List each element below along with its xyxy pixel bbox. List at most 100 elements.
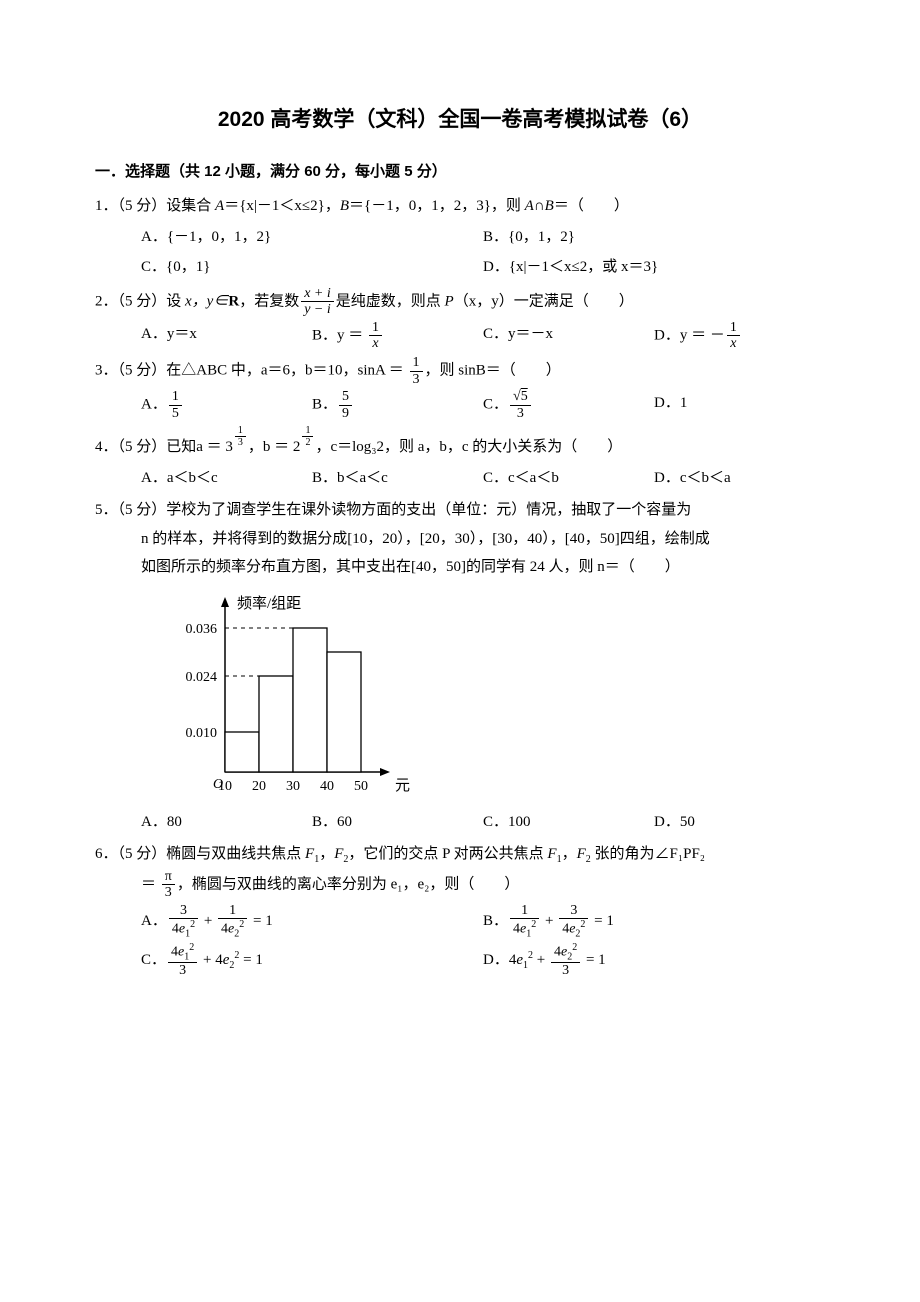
q5-opt-b[interactable]: B．60 xyxy=(312,808,483,837)
text: ∩ xyxy=(534,198,545,214)
q4-opt-b[interactable]: B．b＜a＜c xyxy=(312,464,483,493)
text: 6．（5 分）椭圆与双曲线共焦点 xyxy=(95,846,305,862)
text: ＝（ ） xyxy=(554,198,629,214)
histogram-svg: 0.0100.0240.0361020304050O频率/组距元 xyxy=(155,592,415,802)
text: 2．（5 分）设 xyxy=(95,293,185,309)
var-A2: A xyxy=(525,198,534,214)
q5-line2: n 的样本，并将得到的数据分成[10，20），[20，30），[30，40），[… xyxy=(95,525,825,554)
q6-opt-a[interactable]: A．34e12 + 14e22 = 1 xyxy=(141,903,483,940)
fraction-icon: 34e22 xyxy=(559,903,588,940)
fraction-icon: 14e22 xyxy=(218,903,247,940)
question-3: 3．（5 分）在△ABC 中，a＝6，b＝10，sinA ＝ 13，则 sinB… xyxy=(95,355,825,421)
fraction-icon: √53 xyxy=(510,389,531,421)
text: ，它们的交点 P 对两公共焦点 xyxy=(348,846,547,862)
text: A． xyxy=(141,913,167,929)
q6-opt-c[interactable]: C．4e123 + 4e22 = 1 xyxy=(141,942,483,979)
q6-line1: 6．（5 分）椭圆与双曲线共焦点 F1，F2，它们的交点 P 对两公共焦点 F1… xyxy=(95,840,825,869)
fraction-icon: 4e123 xyxy=(168,942,197,979)
q3-opt-a[interactable]: A．15 xyxy=(141,389,312,421)
text: B． xyxy=(312,397,337,413)
exp-frac-icon: 13 xyxy=(235,425,246,448)
text: D．y ＝ － xyxy=(654,327,725,343)
q4-opt-d[interactable]: D．c＜b＜a xyxy=(654,464,825,493)
q6-opt-d[interactable]: D．4e12 + 4e223 = 1 xyxy=(483,942,825,979)
text: ＝ xyxy=(141,876,160,892)
vars: x，y∈R xyxy=(185,293,239,309)
q1-opt-a[interactable]: A．{－1，0，1，2} xyxy=(141,223,483,252)
q2-opt-c[interactable]: C．y＝－x xyxy=(483,320,654,352)
foci: F xyxy=(305,846,314,862)
question-1: 1．（5 分）设集合 A＝{x|－1＜x≤2}，B＝{－1，0，1，2，3}，则… xyxy=(95,192,825,282)
text: （x，y）一定满足（ ） xyxy=(454,293,634,309)
q2-opt-a[interactable]: A．y＝x xyxy=(141,320,312,352)
histogram-chart: 0.0100.0240.0361020304050O频率/组距元 xyxy=(95,592,825,802)
fraction-icon: 59 xyxy=(339,389,352,421)
question-2: 2．（5 分）设 x，y∈R，若复数x + iy − i是纯虚数，则点 P（x，… xyxy=(95,286,825,352)
svg-text:频率/组距: 频率/组距 xyxy=(237,595,301,612)
svg-text:0.024: 0.024 xyxy=(186,670,218,685)
q1-opt-b[interactable]: B．{0，1，2} xyxy=(483,223,825,252)
text: 1．（5 分）设集合 xyxy=(95,198,215,214)
q1-opt-c[interactable]: C．{0，1} xyxy=(141,253,483,282)
var-A: A xyxy=(215,198,224,214)
text: C． xyxy=(483,397,508,413)
fraction-icon: 4e223 xyxy=(551,942,580,979)
q5-opt-c[interactable]: C．100 xyxy=(483,808,654,837)
q5-line1: 5．（5 分）学校为了调查学生在课外读物方面的支出（单位：元）情况，抽取了一个容… xyxy=(95,496,825,525)
q3-opt-c[interactable]: C．√53 xyxy=(483,389,654,421)
q5-opt-d[interactable]: D．50 xyxy=(654,808,825,837)
q2-opt-d[interactable]: D．y ＝ －1x xyxy=(654,320,825,352)
var-P: P xyxy=(445,293,454,309)
var-B2: B xyxy=(545,198,554,214)
fraction-icon: 1x xyxy=(727,320,740,352)
text: 是纯虚数，则点 xyxy=(336,293,445,309)
q4-opt-c[interactable]: C．c＜a＜b xyxy=(483,464,654,493)
fraction-icon: 34e12 xyxy=(169,903,198,940)
section-heading: 一．选择题（共 12 小题，满分 60 分，每小题 5 分） xyxy=(95,158,825,187)
q3-stem: 3．（5 分）在△ABC 中，a＝6，b＝10，sinA ＝ 13，则 sinB… xyxy=(95,355,825,387)
q1-stem: 1．（5 分）设集合 A＝{x|－1＜x≤2}，B＝{－1，0，1，2，3}，则… xyxy=(95,192,825,221)
q2-opt-b[interactable]: B．y ＝ 1x xyxy=(312,320,483,352)
text: D． xyxy=(483,952,509,968)
q6-opt-b[interactable]: B．14e12 + 34e22 = 1 xyxy=(483,903,825,940)
question-4: 4．（5 分）已知a ＝ 313，b ＝ 212，c＝log₃2，则 a，b，c… xyxy=(95,425,825,492)
svg-text:20: 20 xyxy=(252,779,266,794)
text: 张的角为∠F₁PF₂ xyxy=(591,846,705,862)
text: ，若复数 xyxy=(239,293,299,309)
fraction-icon: π3 xyxy=(162,869,175,901)
svg-text:0.010: 0.010 xyxy=(186,726,218,741)
fraction-icon: 15 xyxy=(169,389,182,421)
text: ，c＝log₃2，则 a，b，c 的大小关系为（ ） xyxy=(315,439,622,455)
fraction-icon: 1x xyxy=(369,320,382,352)
text: ，b ＝ 2 xyxy=(248,439,301,455)
svg-text:O: O xyxy=(213,777,223,792)
text: C． xyxy=(141,952,166,968)
text: ＝{x|－1＜x≤2}， xyxy=(224,198,340,214)
var-B: B xyxy=(340,198,349,214)
text: ＝{－1，0，1，2，3}，则 xyxy=(349,198,525,214)
q5-line3: 如图所示的频率分布直方图，其中支出在[40，50]的同学有 24 人，则 n＝（… xyxy=(95,553,825,582)
text: B． xyxy=(483,913,508,929)
q4-stem: 4．（5 分）已知a ＝ 313，b ＝ 212，c＝log₃2，则 a，b，c… xyxy=(95,425,825,462)
q1-opt-d[interactable]: D．{x|－1＜x≤2，或 x＝3} xyxy=(483,253,825,282)
svg-text:30: 30 xyxy=(286,779,300,794)
fraction-icon: 13 xyxy=(410,355,423,387)
question-5: 5．（5 分）学校为了调查学生在课外读物方面的支出（单位：元）情况，抽取了一个容… xyxy=(95,496,825,836)
svg-text:40: 40 xyxy=(320,779,334,794)
question-6: 6．（5 分）椭圆与双曲线共焦点 F1，F2，它们的交点 P 对两公共焦点 F1… xyxy=(95,840,825,978)
exam-title: 2020 高考数学（文科）全国一卷高考模拟试卷（6） xyxy=(95,100,825,140)
q3-opt-b[interactable]: B．59 xyxy=(312,389,483,421)
exp-frac-icon: 12 xyxy=(302,425,313,448)
q5-opt-a[interactable]: A．80 xyxy=(141,808,312,837)
q6-line2: ＝ π3，椭圆与双曲线的离心率分别为 e₁，e₂，则（ ） xyxy=(95,869,825,901)
text: B．y ＝ xyxy=(312,327,367,343)
q4-opt-a[interactable]: A．a＜b＜c xyxy=(141,464,312,493)
fraction-icon: 14e12 xyxy=(510,903,539,940)
text: 4．（5 分）已知a ＝ 3 xyxy=(95,439,233,455)
text: ，椭圆与双曲线的离心率分别为 e₁，e₂，则（ ） xyxy=(177,876,520,892)
fraction-icon: x + iy − i xyxy=(301,286,334,318)
text: ，则 sinB＝（ ） xyxy=(425,363,561,379)
q2-stem: 2．（5 分）设 x，y∈R，若复数x + iy − i是纯虚数，则点 P（x，… xyxy=(95,286,825,318)
q3-opt-d[interactable]: D．1 xyxy=(654,389,825,421)
svg-text:0.036: 0.036 xyxy=(186,622,218,637)
